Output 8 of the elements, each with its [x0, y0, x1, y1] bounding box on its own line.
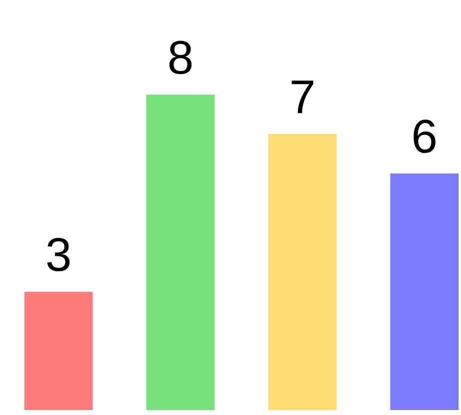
bar: [24, 292, 93, 410]
bar: [268, 134, 337, 410]
bar: [146, 94, 215, 410]
data-label: 7: [292, 80, 314, 114]
data-label: 8: [169, 40, 192, 74]
data-label: 6: [414, 120, 436, 154]
data-label: 3: [47, 238, 70, 272]
bar: [390, 173, 459, 410]
